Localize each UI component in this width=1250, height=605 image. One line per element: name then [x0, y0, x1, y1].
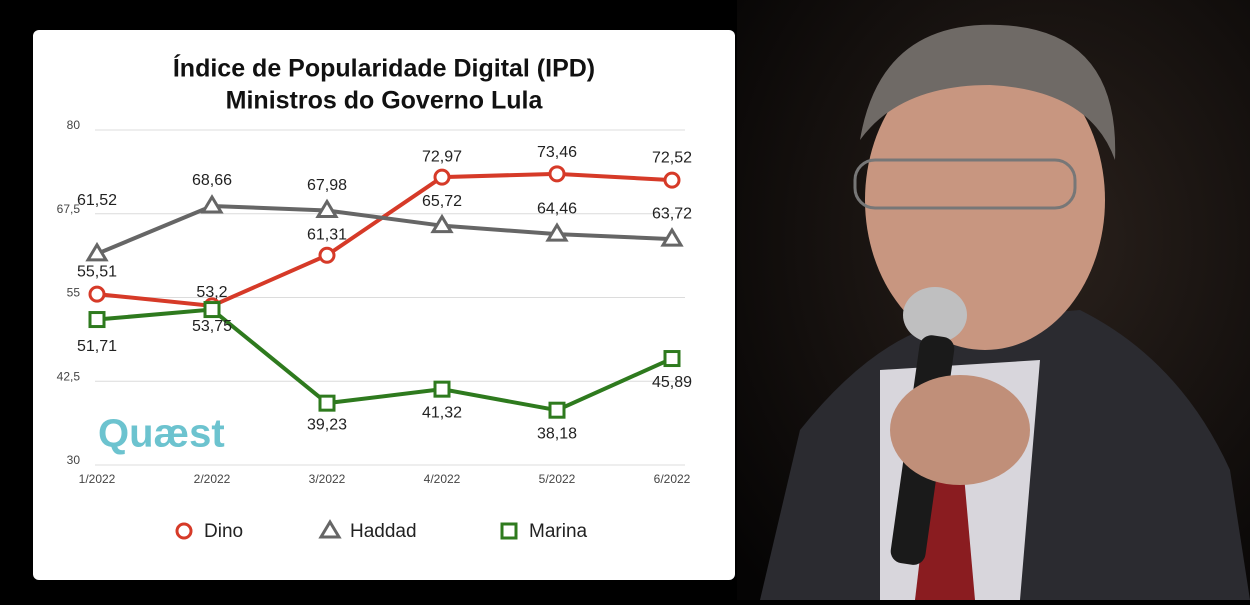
marker — [663, 350, 681, 368]
marker — [200, 194, 224, 214]
y-tick-label: 80 — [67, 118, 81, 132]
marker — [545, 222, 569, 242]
marker — [430, 213, 454, 234]
marker — [318, 519, 342, 539]
line — [96, 307, 673, 413]
marker — [85, 241, 109, 262]
x-tick-label: 1/2022 — [79, 472, 116, 486]
value-label: 67,98 — [307, 177, 347, 194]
value-label: 72,52 — [652, 149, 692, 166]
y-tick-label: 67,5 — [57, 202, 81, 216]
marker — [88, 311, 106, 329]
chart-title: Índice de Popularidade Digital (IPD) — [173, 54, 595, 83]
marker — [663, 171, 681, 189]
value-label: 53,75 — [192, 318, 232, 335]
value-label: 55,51 — [77, 263, 117, 280]
value-label: 61,52 — [77, 192, 117, 209]
value-label: 45,89 — [652, 374, 692, 391]
chart-subtitle: Ministros do Governo Lula — [226, 87, 544, 115]
marker — [548, 165, 566, 183]
marker — [433, 380, 451, 398]
line — [96, 203, 673, 256]
x-tick-label: 6/2022 — [654, 472, 691, 486]
value-label: 41,32 — [422, 404, 462, 421]
value-label: 65,72 — [422, 193, 462, 210]
value-label: 38,18 — [537, 425, 577, 442]
legend-label: Haddad — [350, 521, 417, 542]
value-label: 64,46 — [537, 200, 577, 217]
legend-label: Marina — [529, 521, 588, 542]
y-tick-label: 42,5 — [57, 369, 81, 383]
legend-label: Dino — [204, 521, 243, 542]
value-label: 72,97 — [422, 148, 462, 165]
photo — [737, 0, 1250, 600]
x-tick-label: 2/2022 — [194, 472, 231, 486]
x-tick-label: 5/2022 — [539, 472, 576, 486]
y-tick-label: 55 — [67, 286, 81, 300]
marker — [318, 394, 336, 412]
marker — [548, 401, 566, 419]
marker — [500, 522, 518, 540]
value-label: 73,46 — [537, 144, 577, 161]
value-label: 61,31 — [307, 226, 347, 243]
marker — [660, 227, 684, 247]
x-tick-label: 3/2022 — [309, 472, 346, 486]
x-tick-label: 4/2022 — [424, 472, 461, 486]
y-tick-label: 30 — [67, 453, 81, 467]
logo: Quæst — [98, 412, 225, 456]
marker — [88, 285, 106, 303]
marker — [175, 522, 193, 540]
value-label: 53,2 — [196, 284, 227, 301]
marker — [318, 246, 336, 264]
marker — [203, 301, 221, 319]
marker — [315, 198, 339, 219]
value-label: 68,66 — [192, 172, 232, 189]
value-label: 63,72 — [652, 205, 692, 222]
value-label: 51,71 — [77, 338, 117, 355]
value-label: 39,23 — [307, 416, 347, 433]
marker — [433, 168, 451, 186]
